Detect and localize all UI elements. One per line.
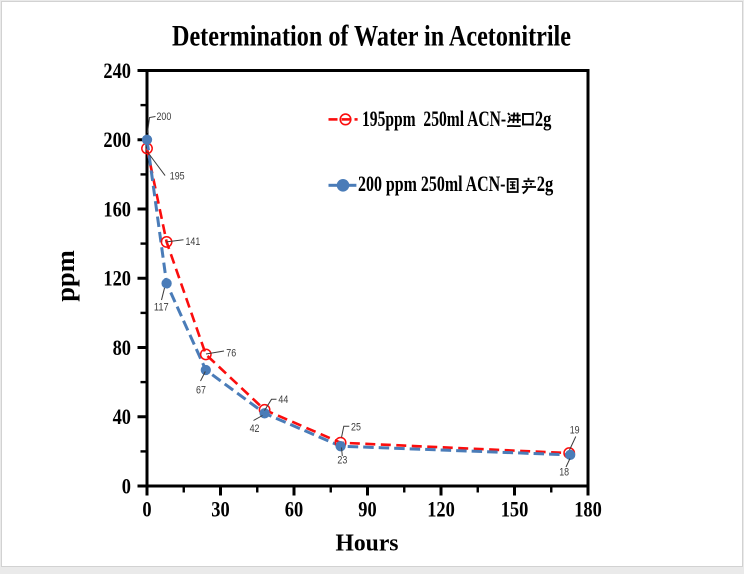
svg-text:42: 42 (250, 423, 260, 435)
svg-text:67: 67 (196, 384, 206, 396)
svg-text:40: 40 (113, 404, 131, 429)
svg-text:44: 44 (278, 394, 288, 406)
svg-text:80: 80 (113, 335, 131, 360)
svg-text:200: 200 (103, 127, 131, 152)
svg-text:180: 180 (574, 497, 602, 522)
svg-text:200 ppm 250ml ACN-: 200 ppm 250ml ACN- (358, 171, 506, 196)
svg-text:150: 150 (501, 497, 529, 522)
svg-text:160: 160 (103, 196, 131, 221)
svg-text:120: 120 (103, 266, 131, 291)
svg-text:0: 0 (122, 473, 131, 498)
svg-text:117: 117 (154, 302, 169, 314)
svg-text:141: 141 (186, 236, 201, 248)
svg-text:2g: 2g (535, 106, 552, 131)
svg-text:18: 18 (559, 467, 569, 479)
svg-text:0: 0 (142, 497, 151, 522)
svg-text:ppm: ppm (51, 250, 80, 302)
svg-text:Hours: Hours (336, 530, 399, 557)
svg-text:195: 195 (170, 171, 185, 183)
svg-text:200: 200 (157, 111, 172, 123)
svg-text:Determination of Water in Acet: Determination of Water in Acetonitrile (172, 21, 571, 53)
svg-text:120: 120 (427, 497, 455, 522)
svg-text:25: 25 (351, 422, 361, 434)
svg-text:30: 30 (211, 497, 229, 522)
svg-text:195ppm 250ml ACN-: 195ppm 250ml ACN- (362, 106, 506, 131)
svg-text:23: 23 (337, 455, 347, 467)
svg-text:19: 19 (570, 425, 580, 437)
svg-text:240: 240 (103, 58, 131, 83)
svg-text:60: 60 (285, 497, 303, 522)
svg-text:90: 90 (358, 497, 376, 522)
svg-text:76: 76 (226, 348, 236, 360)
svg-text:2g: 2g (537, 171, 554, 196)
